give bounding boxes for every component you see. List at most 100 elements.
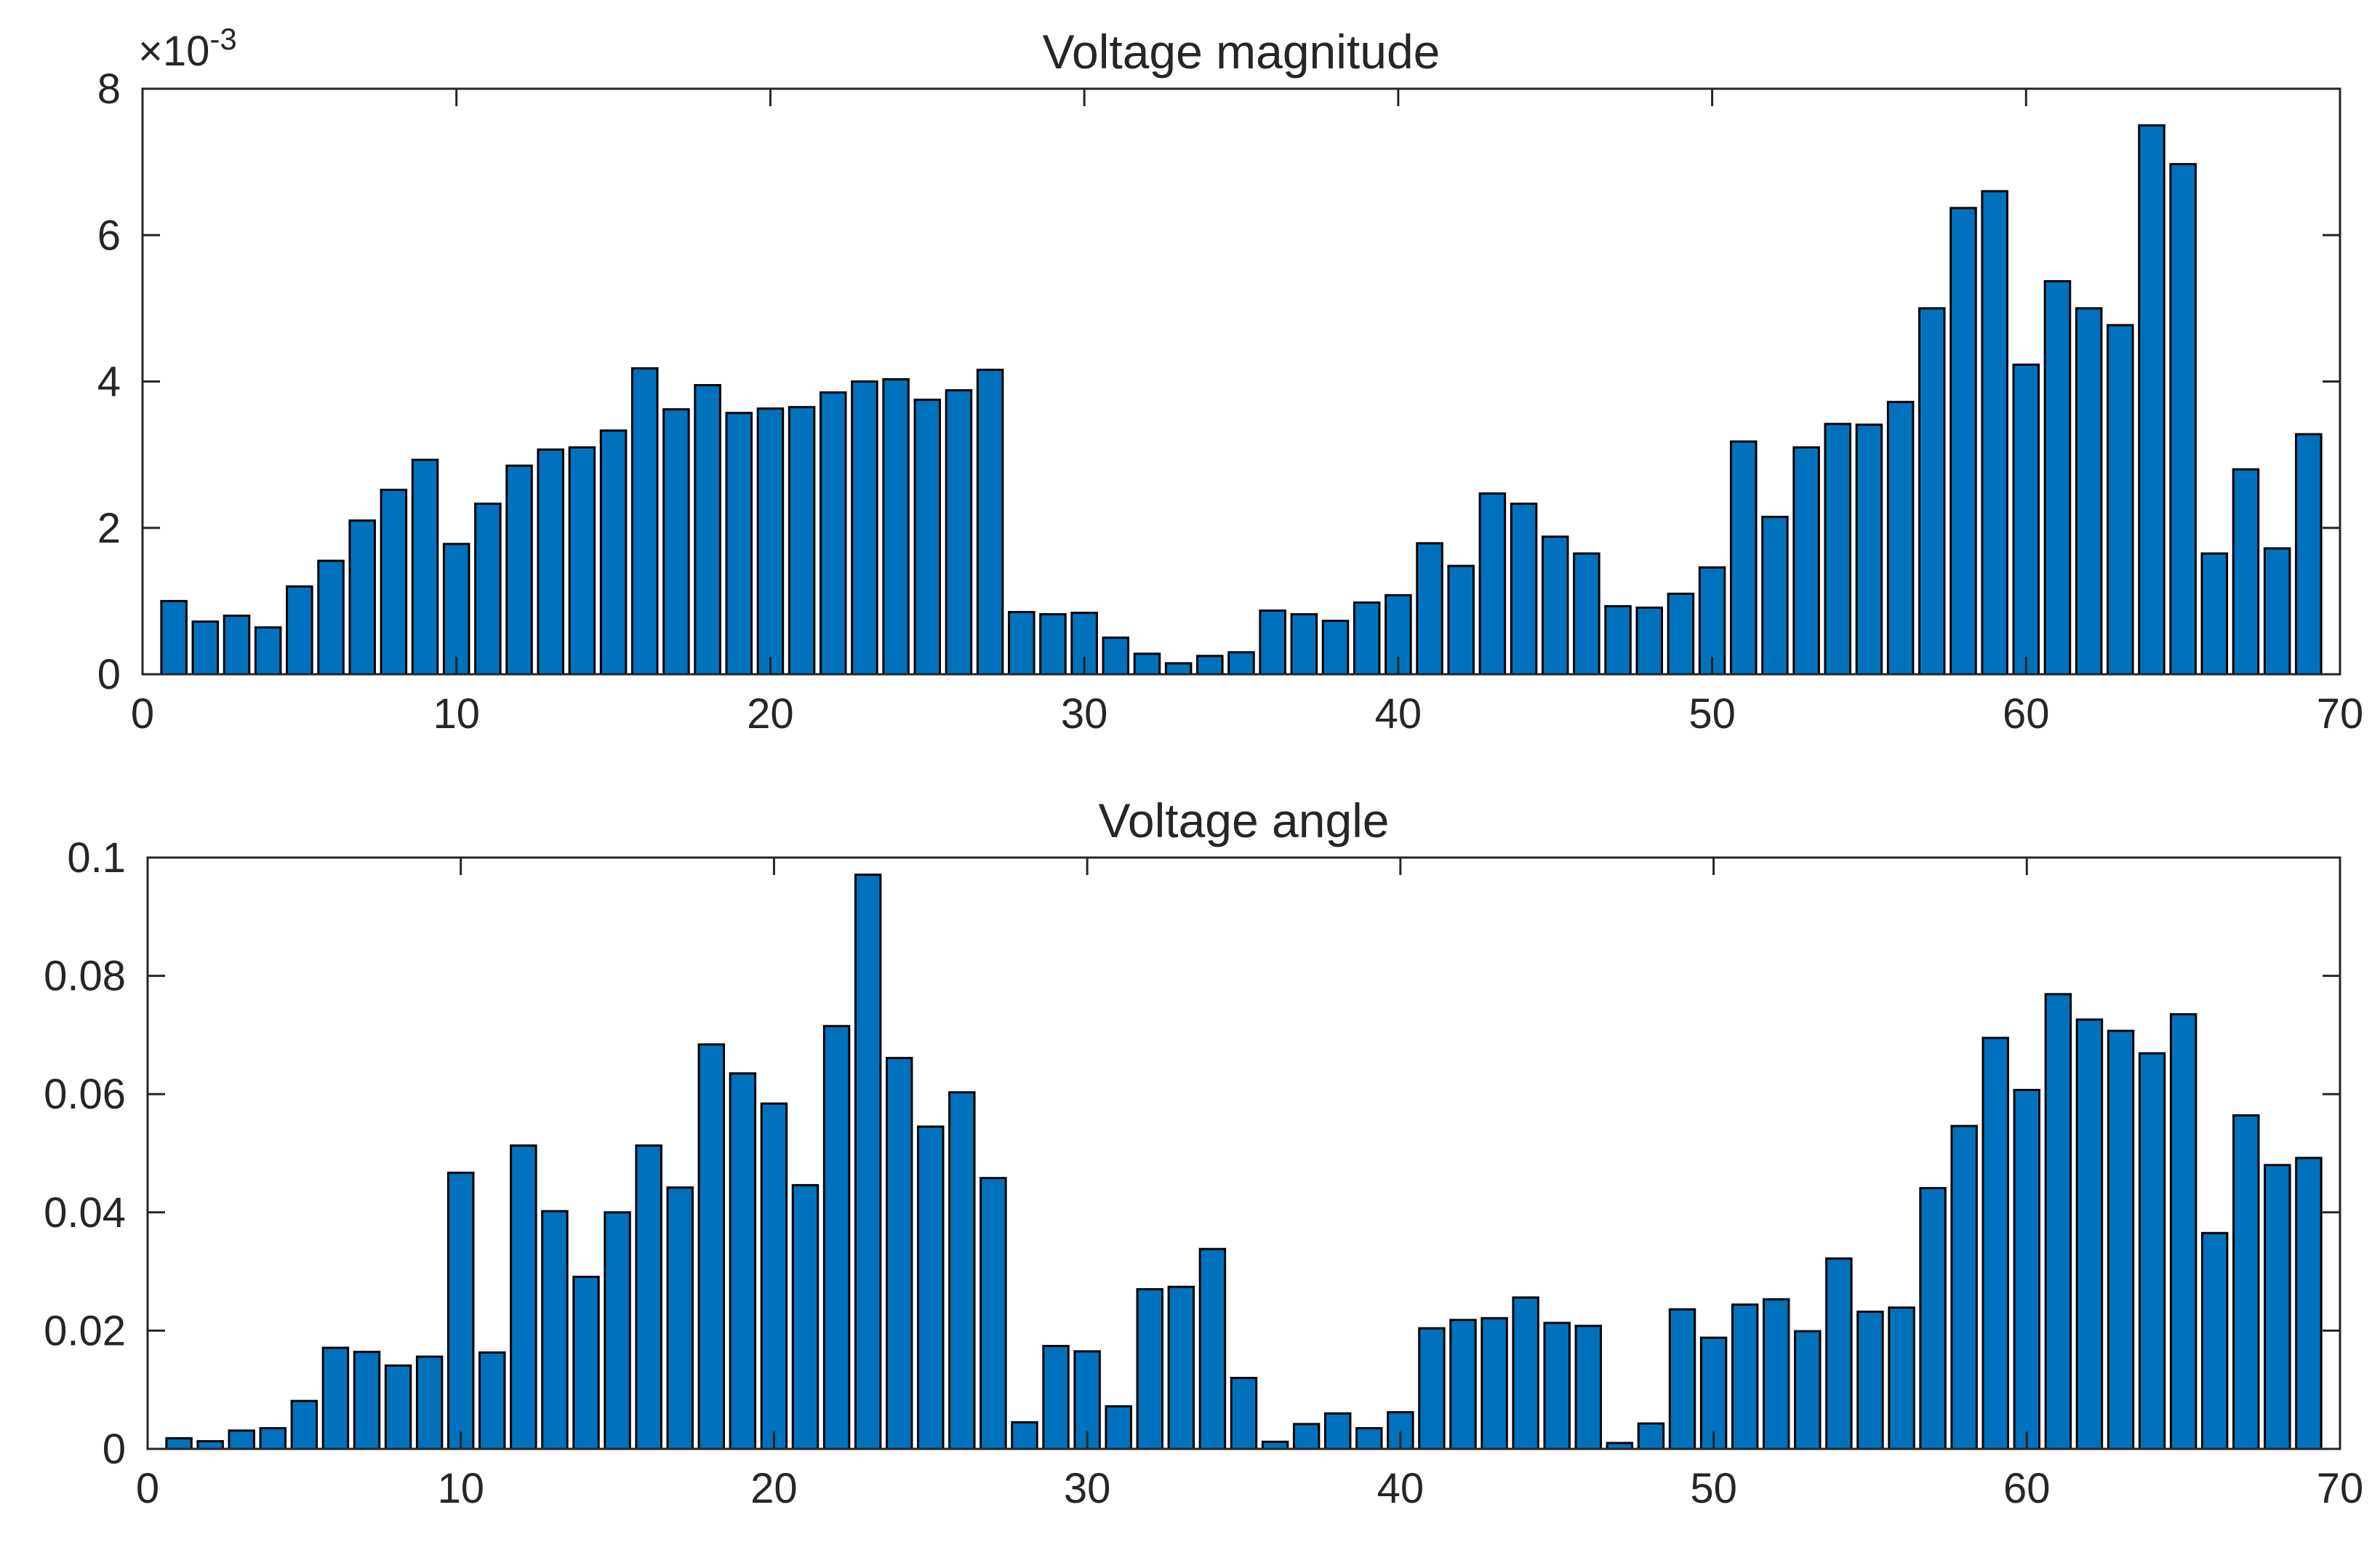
bar — [1321, 620, 1350, 676]
bar — [697, 1043, 726, 1450]
x-tick-label: 70 — [2317, 690, 2364, 738]
bar — [851, 380, 878, 676]
bar — [1259, 609, 1286, 676]
bar — [380, 488, 408, 676]
bar — [1167, 1285, 1195, 1450]
bar — [2138, 1052, 2166, 1450]
bar — [1136, 1287, 1164, 1450]
bar — [725, 412, 753, 676]
bar — [1292, 1423, 1321, 1450]
bar — [1888, 1306, 1915, 1450]
y-tick-label: 6 — [97, 212, 121, 259]
x-tick-label: 30 — [1064, 1465, 1111, 1512]
chart-title: Voltage magnitude — [1043, 25, 1441, 79]
bar — [321, 1346, 350, 1450]
y-tick-label: 2 — [97, 505, 121, 552]
y-tick-label: 8 — [97, 65, 121, 113]
bar — [604, 1211, 631, 1450]
y-exponent-label: ×10-3 — [138, 22, 237, 75]
bar — [2012, 363, 2040, 676]
bar — [1635, 606, 1663, 676]
bar — [854, 874, 882, 1450]
bar — [505, 464, 533, 676]
bar — [2044, 993, 2072, 1450]
bar — [254, 626, 282, 676]
bar — [223, 615, 251, 676]
bar — [1449, 1319, 1477, 1450]
bar — [1573, 552, 1600, 676]
bar — [1856, 1310, 1884, 1450]
axis-ticks: 0 10 20 30 40 50 60 70 0 2 4 6 8 — [97, 65, 2364, 738]
bar — [228, 1429, 255, 1450]
bar — [2138, 124, 2165, 676]
bar — [286, 585, 313, 676]
bar — [1950, 207, 1977, 676]
bar — [1761, 516, 1789, 676]
bar — [2075, 1018, 2104, 1450]
bar — [290, 1399, 318, 1450]
y-tick-label: 0.1 — [67, 834, 126, 882]
bar — [1919, 1186, 1947, 1450]
bar — [1825, 1257, 1853, 1450]
voltage-magnitude-panel: Voltage magnitude ×10-3 0 10 20 30 40 50 60 700… — [97, 22, 2364, 738]
bar — [822, 1025, 851, 1450]
x-tick-label: 60 — [2003, 690, 2050, 738]
y-exponent-text: ×10 — [138, 28, 209, 75]
bar — [599, 429, 628, 676]
bar — [1699, 1336, 1728, 1450]
bar — [446, 1171, 475, 1450]
y-tick-label: 0.06 — [44, 1071, 126, 1118]
bar — [913, 399, 942, 676]
x-tick-label: 0 — [131, 690, 154, 738]
bar — [948, 1091, 976, 1450]
x-tick-label: 20 — [750, 1465, 798, 1512]
y-tick-label: 0.04 — [44, 1189, 126, 1237]
bar — [1355, 1427, 1383, 1450]
x-tick-label: 10 — [433, 690, 480, 738]
bar — [2200, 1231, 2229, 1450]
bar — [979, 1177, 1007, 1450]
bar-series — [160, 124, 2323, 676]
bar — [1637, 1422, 1665, 1450]
bar — [353, 1351, 381, 1450]
bar — [1543, 1322, 1571, 1450]
bar — [917, 1125, 945, 1450]
bar — [2107, 324, 2134, 676]
bar — [537, 448, 564, 676]
bar — [2264, 1164, 2291, 1450]
bar — [756, 407, 785, 676]
bar — [568, 446, 596, 676]
bar — [1290, 612, 1318, 676]
bar — [2169, 163, 2197, 676]
y-tick-label: 0 — [103, 1426, 126, 1473]
bar — [1481, 1317, 1508, 1450]
bar — [2263, 547, 2291, 676]
bar — [2295, 1156, 2323, 1450]
bar — [1982, 1036, 2009, 1450]
plot-area-frame — [146, 856, 2341, 1450]
bar-series — [165, 874, 2323, 1450]
x-tick-label: 70 — [2317, 1465, 2364, 1512]
bar — [729, 1072, 757, 1450]
voltage-angle-panel: Voltage angle 0 10 20 30 40 50 60 70 0 0.02 0.04 0.… — [44, 794, 2363, 1512]
bar — [1792, 446, 1820, 676]
bar — [1731, 1303, 1759, 1450]
bar — [1574, 1325, 1603, 1450]
plot-area-frame — [141, 87, 2341, 676]
x-tick-label: 30 — [1061, 690, 1108, 738]
bar — [1133, 652, 1161, 676]
bar — [1981, 190, 2008, 676]
bar — [317, 559, 345, 676]
bar — [2295, 433, 2323, 676]
y-tick-label: 0.08 — [44, 953, 126, 1000]
bar — [348, 519, 376, 676]
bar — [1667, 592, 1695, 676]
bar — [1418, 1327, 1446, 1450]
bar — [1198, 1247, 1227, 1450]
bar — [474, 503, 502, 676]
bar — [791, 1183, 820, 1450]
bar — [666, 1186, 694, 1450]
bar — [165, 1437, 193, 1450]
y-tick-label: 4 — [97, 359, 121, 406]
bar — [788, 406, 816, 676]
